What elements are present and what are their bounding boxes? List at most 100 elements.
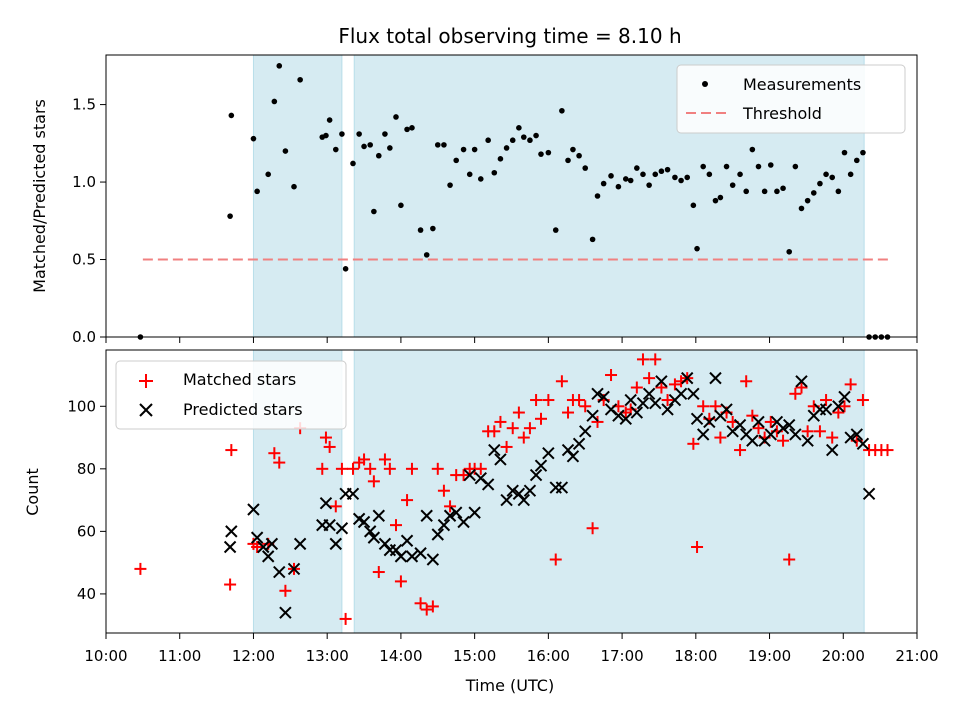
measurement-point (516, 125, 522, 131)
matched-star-point (426, 600, 439, 613)
matched-star-point (630, 381, 643, 394)
predicted-star-point (612, 409, 625, 422)
predicted-star-point (261, 550, 275, 563)
measurement-point (265, 171, 272, 178)
matched-star-point (273, 456, 286, 469)
matched-star-point (813, 425, 826, 438)
measurement-point (615, 183, 622, 190)
measurement-point (608, 173, 614, 179)
predicted-star-point (826, 443, 839, 457)
predicted-star-point (844, 431, 857, 444)
matched-star-point (605, 369, 618, 382)
matched-star-point (401, 494, 414, 507)
matched-star-point (649, 353, 662, 366)
measurement-point (254, 188, 260, 195)
bottom-legend: Matched stars Predicted stars (115, 360, 347, 430)
bottom-panel: 40 60 80 100 10:00 11:00 12:00 13:00 14:00 15:00… (23, 349, 939, 695)
y-tick-label: 40 (77, 585, 96, 603)
matched-star-point (251, 541, 264, 554)
predicted-star-point (681, 371, 694, 385)
predicted-star-point (287, 562, 301, 576)
matched-star-point (367, 475, 380, 488)
matched-star-point (488, 425, 501, 438)
measurement-point (780, 185, 786, 192)
predicted-star-point (782, 418, 796, 432)
matched-star-point (555, 375, 568, 388)
measurement-point (627, 177, 634, 184)
predicted-star-point (523, 484, 537, 497)
matched-star-point (457, 469, 470, 482)
matched-star-point (506, 422, 519, 435)
matched-star-point (881, 444, 894, 457)
predicted-star-point (690, 412, 704, 426)
measurement-point (646, 182, 652, 188)
matched-star-point (323, 440, 336, 453)
x-tick-label: 19:00 (748, 647, 791, 665)
predicted-star-point (500, 493, 513, 507)
predicted-star-point (431, 528, 444, 541)
measurement-point (652, 171, 659, 178)
legend-predicted-marker (139, 403, 153, 417)
measurement-point (835, 188, 842, 195)
predicted-star-point (624, 393, 637, 407)
predicted-star-point (703, 415, 716, 429)
predicted-star-point (279, 606, 292, 619)
matched-star-point (746, 409, 759, 422)
matched-star-point (339, 612, 352, 625)
measurement-point (552, 227, 559, 233)
measurement-point (447, 182, 453, 188)
matched-star-point (655, 381, 668, 394)
measurement-point (453, 157, 460, 164)
measurement-point (860, 149, 866, 156)
x-tick-label: 13:00 (306, 647, 349, 665)
matched-star-point (268, 447, 281, 460)
measurement-point (664, 166, 671, 173)
matched-star-point (431, 462, 444, 475)
measurement-point (538, 151, 544, 157)
measurement-point (743, 188, 749, 195)
top-legend: Measurements Threshold (676, 64, 906, 134)
predicted-star-point (862, 487, 876, 501)
matched-star-point (316, 462, 329, 475)
measurement-point (570, 146, 576, 153)
chart-title: Flux total observing time = 8.10 h (338, 24, 681, 48)
measurement-point (398, 202, 404, 209)
top-panel: 0.0 0.5 1.0 1.5 Matched/Predicted stars Mea… (30, 54, 918, 346)
predicted-star-point (529, 468, 543, 482)
matched-star-point (586, 522, 599, 535)
y-tick-label: 1.5 (72, 96, 96, 114)
measurement-point (798, 205, 805, 212)
matched-star-point (329, 500, 342, 513)
measurement-point (565, 157, 571, 164)
measurement-point (694, 245, 700, 252)
matched-star-point (856, 394, 869, 407)
matched-star-point (405, 462, 418, 475)
legend-predicted-label: Predicted stars (183, 400, 303, 419)
predicted-star-point (265, 537, 279, 551)
predicted-star-point (400, 534, 414, 547)
matched-star-point (358, 453, 371, 466)
matched-star-point (740, 375, 753, 388)
matched-star-point (579, 400, 592, 413)
measurement-point (582, 165, 589, 171)
x-tick-label: 10:00 (84, 647, 127, 665)
predicted-star-point (346, 487, 360, 501)
measurement-point (847, 171, 854, 178)
predicted-star-point (696, 428, 710, 441)
measurement-point (503, 145, 510, 151)
measurement-point (497, 156, 504, 162)
matched-star-point (549, 553, 562, 566)
predicted-star-point (481, 478, 495, 491)
legend-matched-marker (139, 374, 153, 388)
predicted-star-point (733, 418, 747, 432)
measurement-point (441, 142, 447, 148)
measurement-point (527, 137, 533, 144)
predicted-star-point (517, 493, 530, 507)
measurement-point (717, 194, 724, 201)
measurement-point (774, 188, 780, 195)
predicted-star-point (335, 522, 349, 535)
predicted-star-point (426, 553, 440, 566)
matched-star-point (372, 566, 385, 579)
measurement-point (767, 162, 774, 168)
